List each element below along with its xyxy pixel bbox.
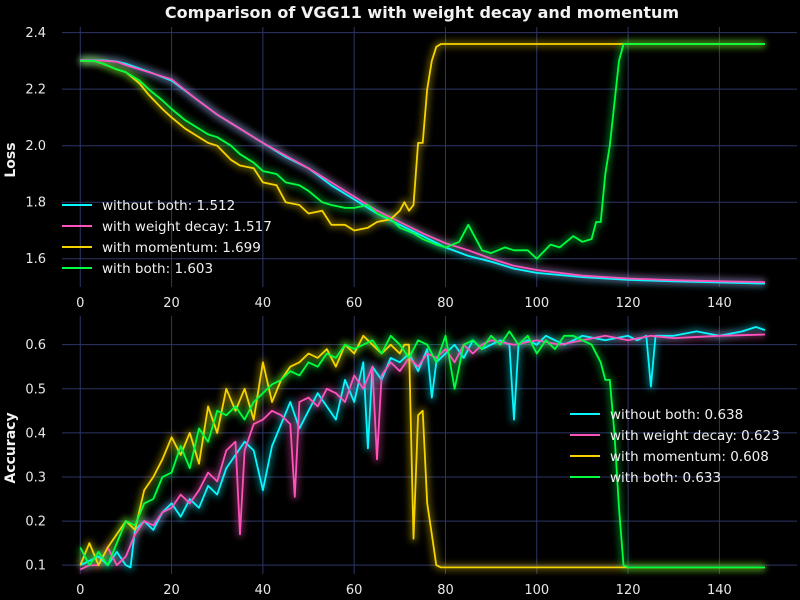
loss-x-tick-label: 100 <box>524 296 549 311</box>
loss-y-tick-label: 2.4 <box>25 26 46 41</box>
accuracy-series-line-with_momentum <box>79 334 765 569</box>
accuracy-panel: 0 20 40 60 80 100 120 140 0.1 0.2 0.3 0.4 0.5 0.6 Ac… <box>3 316 797 598</box>
loss-legend: without both: 1.512 with weight decay: 1.… <box>62 198 272 277</box>
loss-x-tick-label: 120 <box>616 296 641 311</box>
loss-x-tick-label: 40 <box>255 296 272 311</box>
accuracy-x-tick-label: 140 <box>707 583 732 598</box>
loss-y-tick-label: 1.6 <box>25 252 46 267</box>
accuracy-y-tick-label: 0.4 <box>25 426 46 441</box>
accuracy-x-tick-label: 120 <box>616 583 641 598</box>
accuracy-lines <box>79 326 766 571</box>
loss-x-tick-label: 140 <box>707 296 732 311</box>
loss-y-tick-label: 2.0 <box>25 139 46 154</box>
loss-y-tick-label: 2.2 <box>25 83 46 98</box>
loss-x-tick-label: 0 <box>76 296 84 311</box>
accuracy-y-tick-label: 0.3 <box>25 470 46 485</box>
accuracy-series-line-with_both <box>79 330 765 569</box>
accuracy-y-tick-label: 0.1 <box>25 559 46 574</box>
loss-series-line-with_both <box>80 43 765 260</box>
accuracy-x-tick-label: 0 <box>76 583 84 598</box>
accuracy-x-tick-label: 20 <box>163 583 180 598</box>
accuracy-y-axis-label: Accuracy <box>3 412 19 483</box>
accuracy-x-ticks: 0 20 40 60 80 100 120 140 <box>76 583 732 598</box>
loss-legend-label-without_both: without both: 1.512 <box>102 198 235 214</box>
loss-y-axis-label: Loss <box>3 142 19 177</box>
accuracy-legend-label-with_momentum: with momentum: 0.608 <box>610 449 769 465</box>
loss-x-tick-label: 60 <box>346 296 363 311</box>
accuracy-series-line-with_weight_decay <box>79 333 766 571</box>
accuracy-grid <box>62 316 797 574</box>
accuracy-legend: without both: 0.638 with weight decay: 0.… <box>570 407 780 486</box>
loss-series-line-with_weight_decay <box>80 59 766 284</box>
accuracy-x-tick-label: 60 <box>346 583 363 598</box>
accuracy-y-ticks: 0.1 0.2 0.3 0.4 0.5 0.6 <box>25 338 46 574</box>
loss-legend-label-with_both: with both: 1.603 <box>102 261 213 277</box>
loss-y-tick-label: 1.8 <box>25 196 46 211</box>
loss-x-tick-label: 80 <box>437 296 454 311</box>
accuracy-x-tick-label: 80 <box>437 583 454 598</box>
loss-x-ticks: 0 20 40 60 80 100 120 140 <box>76 296 732 311</box>
accuracy-legend-label-without_both: without both: 0.638 <box>610 407 743 423</box>
accuracy-x-tick-label: 100 <box>524 583 549 598</box>
accuracy-y-tick-label: 0.2 <box>25 515 46 530</box>
loss-x-tick-label: 20 <box>163 296 180 311</box>
accuracy-legend-label-with_weight_decay: with weight decay: 0.623 <box>610 428 780 444</box>
accuracy-legend-label-with_both: with both: 0.633 <box>610 470 721 486</box>
accuracy-y-tick-label: 0.5 <box>25 382 46 397</box>
loss-legend-label-with_momentum: with momentum: 1.699 <box>102 240 261 256</box>
accuracy-x-tick-label: 40 <box>255 583 272 598</box>
chart-title: Comparison of VGG11 with weight decay an… <box>165 3 679 22</box>
loss-y-ticks: 1.6 1.8 2.0 2.2 2.4 <box>25 26 46 267</box>
loss-series-line-with_momentum <box>80 43 765 232</box>
loss-legend-label-with_weight_decay: with weight decay: 1.517 <box>102 219 272 235</box>
loss-lines <box>80 43 766 285</box>
loss-panel: 0 20 40 60 80 100 120 140 1.61.82.02.22.4 Loss … <box>3 26 797 311</box>
accuracy-y-tick-label: 0.6 <box>25 338 46 353</box>
